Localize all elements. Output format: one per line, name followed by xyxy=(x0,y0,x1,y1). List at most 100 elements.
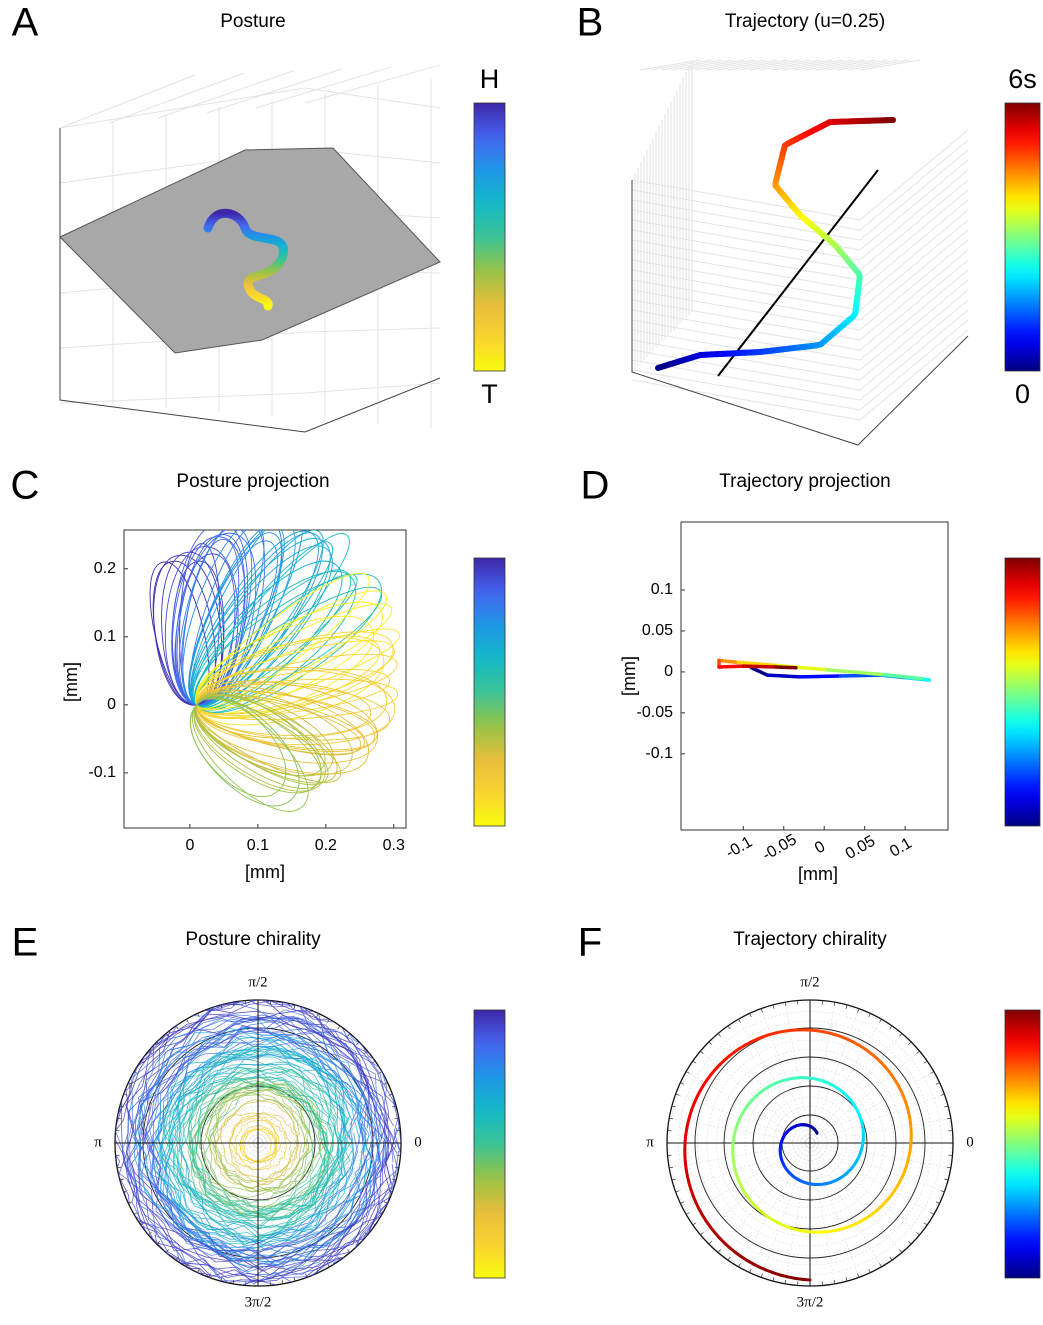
chirality-trace xyxy=(155,1052,380,1276)
polar-edge-tick xyxy=(946,1117,951,1120)
x-tick-label: 0.3 xyxy=(383,837,405,854)
polar-edge-tick xyxy=(760,1008,763,1013)
box-grid xyxy=(859,199,969,291)
colorbar xyxy=(1004,1009,1041,1279)
box-grid xyxy=(804,59,866,71)
box-grid xyxy=(157,70,294,119)
polar-edge-tick xyxy=(692,1060,697,1064)
chirality-trace xyxy=(177,1035,382,1236)
chirality-trace xyxy=(115,1002,362,1249)
posture-loop xyxy=(192,530,324,708)
box-grid xyxy=(304,87,441,109)
box-grid xyxy=(631,209,861,251)
polar-edge-tick xyxy=(899,1033,903,1037)
polar-edge-tick xyxy=(680,1082,685,1085)
chirality-trace xyxy=(115,1000,377,1263)
y-tick-label: -0.1 xyxy=(88,764,116,781)
posture-loop xyxy=(194,541,333,707)
box-grid xyxy=(859,139,969,231)
polar-edge-tick xyxy=(671,1105,676,1108)
chirality-trace xyxy=(182,1050,349,1213)
posture-loop xyxy=(195,590,387,710)
worm-body xyxy=(203,208,288,311)
plot-frame xyxy=(680,521,949,831)
polar-edge-tick xyxy=(186,1018,189,1023)
box-grid xyxy=(255,66,392,109)
polar-edge-tick xyxy=(946,1166,951,1169)
polar-edge-tick xyxy=(738,1263,741,1268)
chirality-traces xyxy=(115,1000,401,1286)
box-grid xyxy=(859,149,969,241)
panel-title: Posture projection xyxy=(176,471,329,492)
posture-loop xyxy=(171,560,225,706)
polar-edge-tick xyxy=(281,1279,284,1284)
posture-loop xyxy=(196,684,391,741)
box-grid xyxy=(859,229,969,321)
chirality-trace xyxy=(241,1128,276,1163)
polar-edge-tick xyxy=(935,1201,940,1204)
chirality-trace xyxy=(152,1049,347,1243)
polar-edge-tick xyxy=(772,1004,775,1009)
box-grid xyxy=(859,259,969,351)
angle-tick-label: π/2 xyxy=(248,974,267,990)
x-tick-label: 0.1 xyxy=(887,835,915,861)
box-grid xyxy=(631,249,861,291)
y-tick-label: 0.1 xyxy=(94,628,116,645)
y-tick-label: 0 xyxy=(107,696,116,713)
x-tick-label: 0.05 xyxy=(843,833,879,863)
chirality-trace xyxy=(213,1088,310,1186)
posture-loop xyxy=(195,695,338,784)
polar-edge-tick xyxy=(727,1025,731,1030)
x-tick-label: 0.1 xyxy=(247,837,269,854)
polar-edge-tick xyxy=(700,1050,704,1054)
box-grid xyxy=(859,59,921,71)
trajectory-axis xyxy=(717,169,879,377)
panel-title: Trajectory (u=0.25) xyxy=(725,11,885,32)
colorbar xyxy=(473,557,506,827)
polar-edge-tick xyxy=(833,1002,836,1007)
trajectory-segment xyxy=(765,673,802,679)
polar-edge-tick xyxy=(944,1178,949,1181)
chirality-trace xyxy=(187,1092,308,1214)
colorbar xyxy=(473,1009,506,1279)
polar-edge-tick xyxy=(857,1273,860,1278)
trajectory-segment xyxy=(749,666,770,677)
chirality-trace xyxy=(202,1082,332,1209)
polar-edge-tick xyxy=(749,1268,752,1273)
x-tick-label: -0.1 xyxy=(723,833,755,862)
polar-edge-tick xyxy=(392,1105,397,1108)
panel-title: Posture xyxy=(220,11,285,32)
posture-loop xyxy=(196,681,372,737)
panel-letter: A xyxy=(12,1,39,45)
y-tick-label: 0 xyxy=(664,663,673,680)
polar-edge-tick xyxy=(889,1025,893,1030)
panel-letter: D xyxy=(581,464,610,508)
box-grid xyxy=(631,229,861,271)
chirality-trace xyxy=(160,1069,331,1242)
box-grid xyxy=(304,327,441,333)
trajectory-3d-segment xyxy=(655,363,665,371)
panel-letter: F xyxy=(578,921,602,965)
x-tick-label: 0 xyxy=(812,838,828,857)
polar-edge-tick xyxy=(727,1256,731,1261)
polar-edge-tick xyxy=(293,1277,296,1282)
angle-tick-label: π xyxy=(94,1134,102,1150)
box-grid xyxy=(859,279,969,371)
polar-spoke xyxy=(809,1142,945,1193)
box-grid xyxy=(837,59,899,71)
panel-letter: C xyxy=(11,464,40,508)
polar-edge-tick xyxy=(845,1277,848,1282)
y-axis-label: [mm] xyxy=(61,662,81,702)
box-grid xyxy=(631,189,861,231)
polar-edge-tick xyxy=(916,1232,920,1236)
trajectory-segment xyxy=(717,664,746,669)
box-grid xyxy=(859,249,969,341)
y-tick-label: 0.2 xyxy=(94,560,116,577)
polar-edge-tick xyxy=(940,1093,945,1096)
chirality-trace xyxy=(204,1088,301,1182)
trajectory-segment xyxy=(741,664,778,669)
polar-edge-tick xyxy=(692,1222,697,1226)
box-grid xyxy=(793,59,855,71)
x-axis-label: [mm] xyxy=(798,864,838,884)
